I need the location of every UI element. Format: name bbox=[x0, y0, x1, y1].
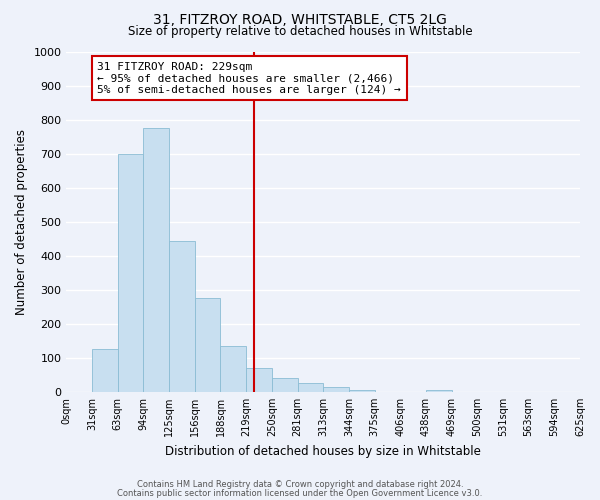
Bar bbox=[272, 378, 298, 392]
Bar bbox=[298, 384, 323, 392]
Text: Contains HM Land Registry data © Crown copyright and database right 2024.: Contains HM Land Registry data © Crown c… bbox=[137, 480, 463, 489]
Bar bbox=[92, 348, 118, 392]
Text: 31 FITZROY ROAD: 229sqm
← 95% of detached houses are smaller (2,466)
5% of semi-: 31 FITZROY ROAD: 229sqm ← 95% of detache… bbox=[97, 62, 401, 95]
Bar bbox=[220, 346, 246, 392]
Bar bbox=[118, 154, 143, 392]
Bar bbox=[169, 241, 195, 392]
Y-axis label: Number of detached properties: Number of detached properties bbox=[15, 128, 28, 314]
Bar bbox=[143, 128, 169, 392]
Text: 31, FITZROY ROAD, WHITSTABLE, CT5 2LG: 31, FITZROY ROAD, WHITSTABLE, CT5 2LG bbox=[153, 12, 447, 26]
Bar bbox=[195, 298, 220, 392]
Bar bbox=[246, 368, 272, 392]
Text: Contains public sector information licensed under the Open Government Licence v3: Contains public sector information licen… bbox=[118, 488, 482, 498]
Bar bbox=[349, 390, 374, 392]
Bar bbox=[323, 387, 349, 392]
X-axis label: Distribution of detached houses by size in Whitstable: Distribution of detached houses by size … bbox=[165, 444, 481, 458]
Bar bbox=[426, 390, 452, 392]
Text: Size of property relative to detached houses in Whitstable: Size of property relative to detached ho… bbox=[128, 25, 472, 38]
